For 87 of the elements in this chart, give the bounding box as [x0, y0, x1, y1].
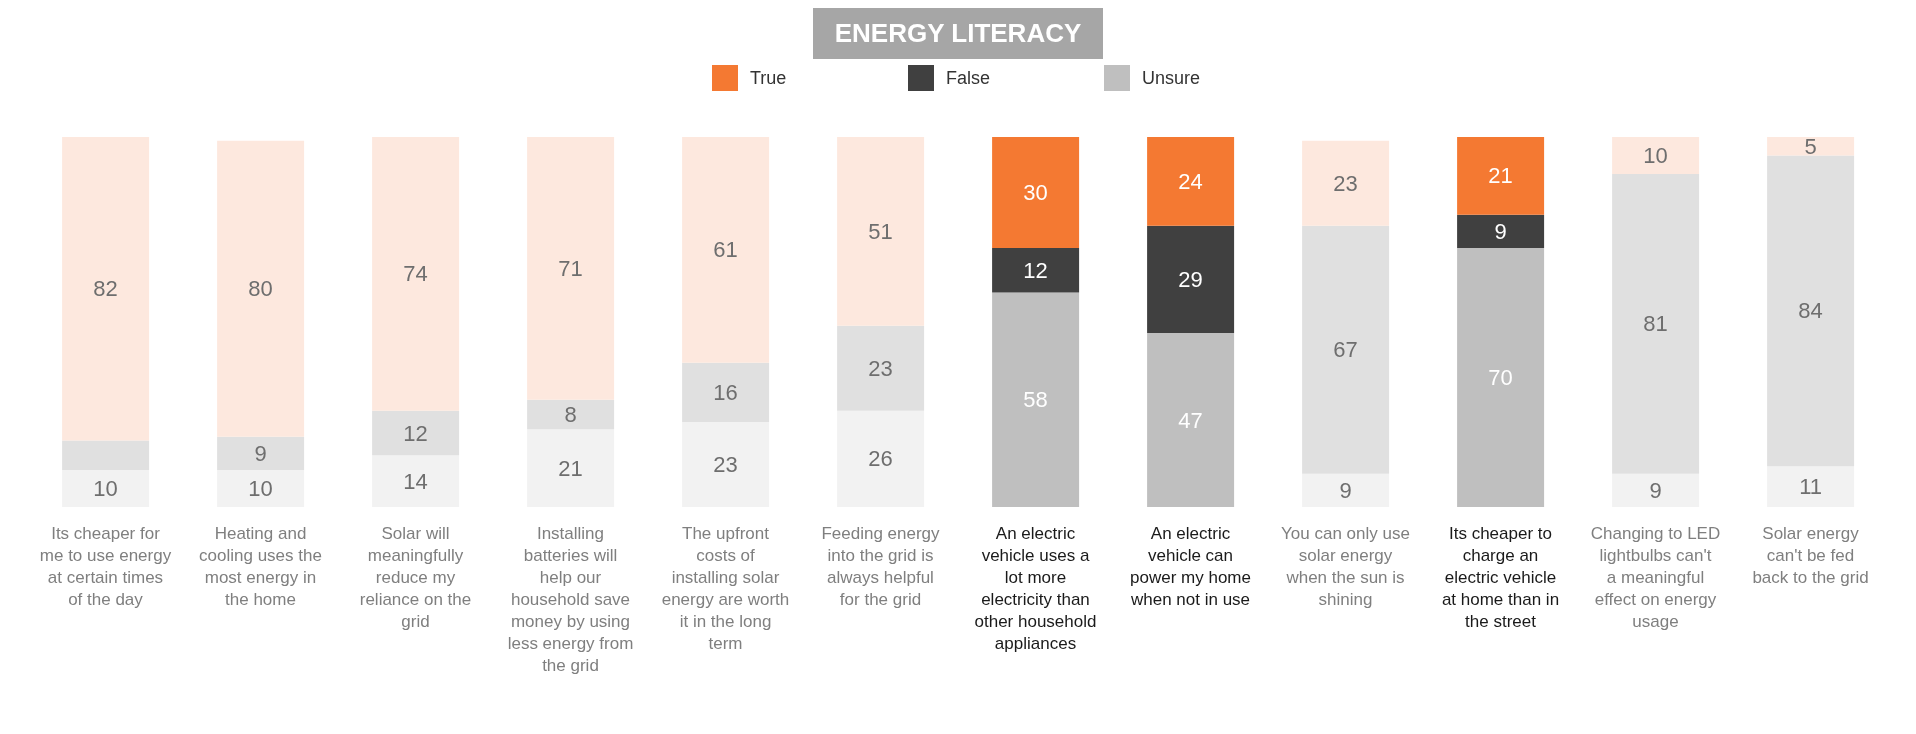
- bar: [1767, 155, 1855, 467]
- x-tick-label: An electric vehicle uses a lot more electricity than other household appliances: [974, 524, 1097, 653]
- data-label: 84: [1798, 298, 1823, 324]
- bar: [527, 399, 615, 430]
- data-label: 10: [1643, 143, 1668, 168]
- data-label: 47: [1178, 407, 1203, 433]
- data-label: 74: [403, 261, 428, 287]
- data-label: 8: [564, 402, 577, 427]
- data-label: 58: [1023, 387, 1048, 413]
- data-label: 9: [1494, 218, 1507, 244]
- data-label: 21: [558, 455, 583, 481]
- data-label: 81: [1643, 311, 1668, 337]
- legend-label: Unsure: [1142, 67, 1201, 89]
- data-label: 61: [713, 237, 738, 263]
- x-tick-label: Its cheaper for me to use energy at certain times of the day: [39, 524, 172, 609]
- bar: [1457, 248, 1545, 507]
- data-label: 14: [403, 468, 428, 494]
- data-label: 30: [1023, 180, 1048, 205]
- bar: [837, 410, 925, 507]
- bar: [62, 137, 150, 441]
- data-label: 5: [1804, 133, 1817, 159]
- data-label: 70: [1488, 365, 1513, 390]
- bar: [527, 137, 615, 400]
- data-label: 51: [868, 218, 893, 244]
- data-label: 26: [868, 446, 893, 472]
- bar: [372, 455, 460, 507]
- bar: [837, 325, 925, 411]
- data-label: 67: [1333, 337, 1358, 363]
- bar: [1457, 214, 1545, 248]
- data-label: 23: [1333, 170, 1358, 196]
- bar: [992, 292, 1080, 507]
- x-tick-label: An electric vehicle can power my home when not in use: [1129, 524, 1251, 609]
- x-tick-label: Heating and cooling uses the most energy in the home: [199, 524, 322, 609]
- data-label: 12: [1023, 257, 1048, 283]
- data-label: 24: [1178, 168, 1203, 194]
- bar: [217, 140, 305, 437]
- bar: [62, 440, 150, 470]
- x-tick-label: Installing batteries will help our household save money by using less energy from the grid: [507, 524, 634, 675]
- x-tick-label: Its cheaper to charge an electric vehicle at home than in the street: [1441, 524, 1560, 631]
- data-label: 16: [713, 379, 738, 405]
- bar: [1302, 225, 1390, 474]
- bar: [1767, 137, 1855, 156]
- data-label: 9: [1649, 477, 1662, 503]
- data-label: 71: [558, 255, 583, 281]
- bar: [1612, 473, 1700, 507]
- bar: [217, 470, 305, 507]
- data-label: 82: [93, 276, 118, 302]
- bar: [837, 137, 925, 326]
- bar: [1302, 140, 1390, 226]
- bar: [682, 421, 770, 507]
- bar: [372, 137, 460, 411]
- data-label: 80: [248, 276, 273, 302]
- data-label: 21: [1488, 163, 1513, 189]
- data-label: 9: [254, 440, 267, 466]
- data-label: 9: [1339, 477, 1352, 503]
- bar: [1457, 137, 1545, 215]
- bar: [217, 436, 305, 470]
- bar: [682, 362, 770, 422]
- bar: [527, 429, 615, 507]
- x-tick-label: You can only use solar energy when the sun is shining: [1281, 524, 1410, 609]
- x-tick-label: Solar will meaningfully reduce my reliance on the grid: [359, 524, 472, 631]
- data-label: 12: [403, 420, 428, 446]
- bar: [682, 137, 770, 363]
- data-label: 23: [868, 355, 893, 381]
- bar: [1767, 466, 1855, 507]
- data-label: 23: [713, 451, 738, 477]
- bar: [1147, 137, 1235, 226]
- bar: [992, 137, 1080, 248]
- bar: [1612, 174, 1700, 474]
- x-tick-label: The upfront costs of installing solar energy are worth it in the long term: [661, 524, 790, 653]
- legend-label: False: [946, 67, 991, 89]
- bar: [1612, 137, 1700, 174]
- x-tick-label: Solar energy can't be fed back to the grid: [1752, 524, 1869, 587]
- bar: [1147, 333, 1235, 507]
- x-tick-label: Feeding energy into the grid is always helpful for the grid: [821, 524, 941, 609]
- data-label: 10: [93, 476, 118, 501]
- bar: [372, 410, 460, 456]
- data-label: 10: [248, 476, 273, 501]
- legend-label: True: [750, 67, 787, 89]
- bar: [1147, 225, 1235, 334]
- chart-title: ENERGY LITERACY: [812, 8, 1104, 59]
- bar: [1302, 473, 1390, 507]
- data-label: 29: [1178, 266, 1203, 292]
- bar: [62, 470, 150, 507]
- x-tick-label: Changing to LED lightbulbs can't a meaningful effect on energy usage: [1590, 524, 1721, 631]
- bar: [992, 248, 1080, 293]
- data-label: 11: [1799, 474, 1823, 500]
